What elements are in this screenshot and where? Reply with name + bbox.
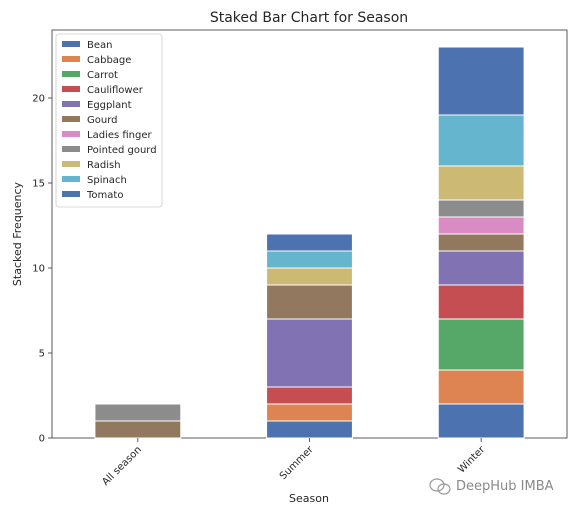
bar-segment xyxy=(266,420,353,439)
watermark-text: DeepHub IMBA xyxy=(456,479,554,494)
legend-label: Bean xyxy=(87,40,112,51)
y-tick-label: 20 xyxy=(32,94,45,105)
bar-segment xyxy=(437,114,525,167)
bar-segment xyxy=(437,216,525,235)
legend-swatch xyxy=(62,131,80,137)
legend-frame xyxy=(55,33,163,208)
bar-segment xyxy=(266,284,353,320)
bar-segment xyxy=(266,233,353,252)
bar-segment xyxy=(437,233,525,252)
legend: Bean Cabbage Carrot Cauliflower Eggplant Gour… xyxy=(55,33,163,208)
legend-label: Carrot xyxy=(87,70,118,81)
x-tick-label: Winter xyxy=(456,444,488,476)
legend-label: Spinach xyxy=(87,175,127,186)
legend-swatch xyxy=(62,191,80,197)
bar-segment xyxy=(94,420,182,439)
x-axis-label: Season xyxy=(289,492,329,505)
legend-label: Gourd xyxy=(87,115,118,126)
bar-segment xyxy=(266,403,353,422)
legend-label: Ladies finger xyxy=(87,130,153,141)
bar-segment xyxy=(266,386,353,405)
legend-label: Eggplant xyxy=(87,100,132,111)
legend-label: Cabbage xyxy=(87,55,131,66)
legend-swatch xyxy=(62,56,80,62)
bar-segment xyxy=(437,318,525,371)
legend-swatch xyxy=(62,176,80,182)
bar-segment xyxy=(437,250,525,286)
bar-segment xyxy=(437,403,525,439)
bar-segment xyxy=(266,250,353,269)
bar-segment xyxy=(266,318,353,388)
wechat-icon xyxy=(429,478,451,495)
bars-group xyxy=(94,46,525,439)
legend-swatch xyxy=(62,86,80,92)
bar-segment xyxy=(437,369,525,405)
y-axis: 0 5 10 15 20 xyxy=(32,94,52,445)
legend-label: Pointed gourd xyxy=(87,145,157,156)
legend-label: Cauliflower xyxy=(87,85,144,96)
chart-title: Staked Bar Chart for Season xyxy=(210,10,408,26)
legend-swatch xyxy=(62,161,80,167)
y-tick-label: 0 xyxy=(39,434,45,445)
legend-label: Radish xyxy=(87,160,121,171)
bar-segment xyxy=(437,46,525,116)
legend-swatch xyxy=(62,71,80,77)
watermark: DeepHub IMBA xyxy=(429,478,554,495)
legend-swatch xyxy=(62,41,80,47)
bar-segment xyxy=(437,199,525,218)
bar-segment xyxy=(437,284,525,320)
legend-swatch xyxy=(62,146,80,152)
bar-segment xyxy=(94,403,182,422)
bar-segment xyxy=(437,165,525,201)
y-tick-label: 5 xyxy=(39,349,45,360)
legend-swatch xyxy=(62,116,80,122)
x-tick-label: All season xyxy=(100,444,144,488)
bar-segment xyxy=(266,267,353,286)
y-tick-label: 15 xyxy=(32,179,45,190)
legend-label: Tomato xyxy=(86,190,123,201)
x-axis: All season Summer Winter xyxy=(100,438,488,488)
legend-swatch xyxy=(62,101,80,107)
y-tick-label: 10 xyxy=(32,264,45,275)
x-tick-label: Summer xyxy=(278,444,316,482)
y-axis-label: Stacked Frequency xyxy=(11,181,24,286)
